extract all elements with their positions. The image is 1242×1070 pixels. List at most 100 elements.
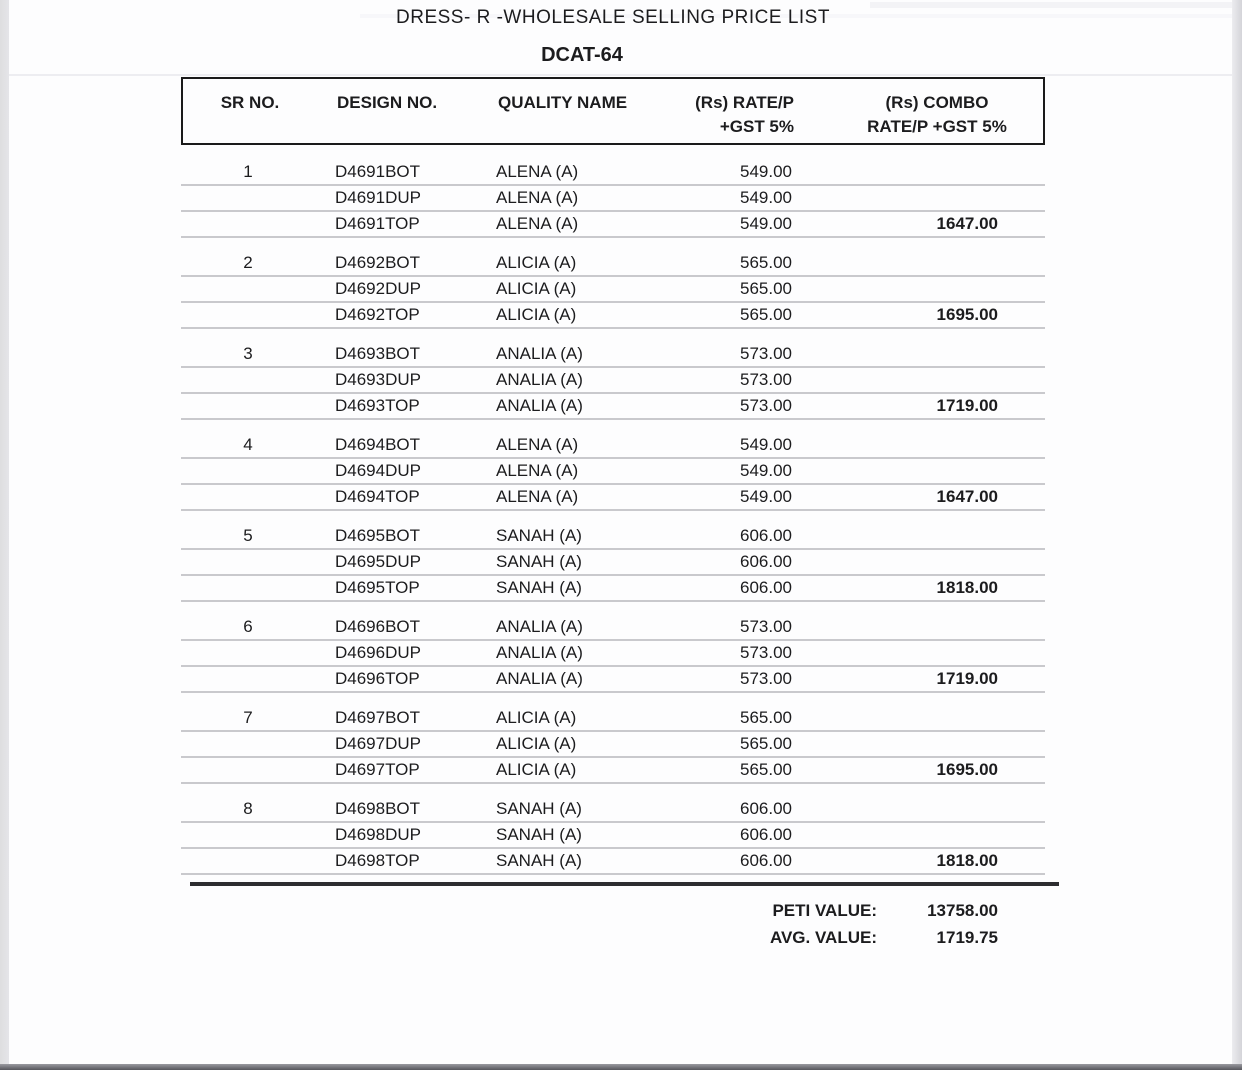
rate-cell: 565.00: [740, 279, 792, 298]
combo-rate-cell: [792, 186, 998, 210]
design-no-cell: D4691DUP: [335, 188, 421, 207]
rate-cell: 606.00: [740, 851, 792, 870]
quality-name-cell: ANALIA (A): [496, 370, 583, 389]
rate-cell: 606.00: [740, 526, 792, 545]
combo-rate-cell: 1695.00: [936, 760, 998, 779]
combo-rate-cell: [792, 524, 998, 548]
table-row: 8 D4698BOT SANAH (A) 606.00: [181, 797, 1045, 823]
design-no-cell: D4697DUP: [335, 734, 421, 753]
column-header-combo-line2: RATE/P +GST 5%: [867, 117, 1007, 136]
combo-rate-cell: [792, 277, 998, 301]
sr-no-cell: [181, 550, 315, 574]
quality-name-cell: ANALIA (A): [496, 669, 583, 688]
rate-cell: 573.00: [740, 617, 792, 636]
rate-cell: 549.00: [740, 162, 792, 181]
document-title: DRESS- R -WHOLESALE SELLING PRICE LIST: [396, 7, 830, 28]
table-row: D4693TOP ANALIA (A) 573.00 1719.00: [181, 394, 1045, 420]
photo-edge-left: [0, 0, 9, 1070]
rate-cell: 565.00: [740, 734, 792, 753]
quality-name-cell: ALICIA (A): [496, 708, 577, 727]
table-row: D4697TOP ALICIA (A) 565.00 1695.00: [181, 758, 1045, 784]
design-group-5: 5 D4695BOT SANAH (A) 606.00 D4695DUP SAN…: [181, 524, 1045, 602]
rate-cell: 565.00: [740, 253, 792, 272]
catalog-name: DCAT-64: [541, 44, 623, 66]
photo-streak: [0, 74, 1242, 76]
table-header: SR NO. DESIGN NO. QUALITY NAME (Rs) RATE…: [181, 77, 1045, 145]
column-header-rate: (Rs) RATE/P +GST 5%: [678, 91, 794, 143]
rate-cell: 549.00: [740, 487, 792, 506]
design-no-cell: D4692DUP: [335, 279, 421, 298]
rate-cell: 565.00: [740, 708, 792, 727]
avg-value-row: AVG. VALUE: 1719.75: [181, 924, 1045, 951]
sr-no-cell: [181, 641, 315, 665]
quality-name-cell: SANAH (A): [496, 578, 582, 597]
column-header-rate-line2: +GST 5%: [719, 117, 794, 136]
sr-no-cell: [181, 277, 315, 301]
quality-name-cell: ALICIA (A): [496, 734, 577, 753]
peti-value-amount: 13758.00: [927, 901, 998, 920]
quality-name-cell: ALENA (A): [496, 461, 579, 480]
design-group-2: 2 D4692BOT ALICIA (A) 565.00 D4692DUP AL…: [181, 251, 1045, 329]
photo-edge-right: [1232, 0, 1242, 1070]
summary-section: PETI VALUE: 13758.00 AVG. VALUE: 1719.75: [181, 897, 1045, 951]
table-row: D4692DUP ALICIA (A) 565.00: [181, 277, 1045, 303]
design-no-cell: D4691BOT: [335, 162, 421, 181]
design-no-cell: D4695TOP: [335, 578, 420, 597]
column-header-combo-line1: (Rs) COMBO: [885, 93, 989, 112]
combo-rate-cell: [792, 251, 998, 275]
design-no-cell: D4697TOP: [335, 760, 420, 779]
rate-cell: 573.00: [740, 643, 792, 662]
quality-name-cell: SANAH (A): [496, 552, 582, 571]
combo-rate-cell: [792, 823, 998, 847]
table-row: D4692TOP ALICIA (A) 565.00 1695.00: [181, 303, 1045, 329]
rate-cell: 573.00: [740, 396, 792, 415]
combo-rate-cell: [792, 160, 998, 184]
design-no-cell: D4692TOP: [335, 305, 420, 324]
column-header-combo: (Rs) COMBO RATE/P +GST 5%: [794, 91, 1044, 143]
table-row: D4694DUP ALENA (A) 549.00: [181, 459, 1045, 485]
sr-no-cell: [181, 459, 315, 483]
table-row: 4 D4694BOT ALENA (A) 549.00: [181, 433, 1045, 459]
quality-name-cell: ALICIA (A): [496, 253, 577, 272]
table-row: 2 D4692BOT ALICIA (A) 565.00: [181, 251, 1045, 277]
sr-no-cell: [181, 823, 315, 847]
design-group-8: 8 D4698BOT SANAH (A) 606.00 D4698DUP SAN…: [181, 797, 1045, 875]
rate-cell: 606.00: [740, 825, 792, 844]
quality-name-cell: SANAH (A): [496, 526, 582, 545]
combo-rate-cell: 1647.00: [936, 487, 998, 506]
rate-cell: 573.00: [740, 669, 792, 688]
sr-no-cell: [181, 368, 315, 392]
quality-name-cell: ALENA (A): [496, 487, 579, 506]
sr-no-cell: 8: [243, 799, 253, 818]
design-no-cell: D4695DUP: [335, 552, 421, 571]
quality-name-cell: ALICIA (A): [496, 305, 577, 324]
table-row: 3 D4693BOT ANALIA (A) 573.00: [181, 342, 1045, 368]
design-no-cell: D4692BOT: [335, 253, 421, 272]
rate-cell: 549.00: [740, 461, 792, 480]
design-no-cell: D4698TOP: [335, 851, 420, 870]
quality-name-cell: SANAH (A): [496, 799, 582, 818]
table-row: D4695DUP SANAH (A) 606.00: [181, 550, 1045, 576]
sr-no-cell: [181, 212, 315, 236]
avg-value-label: AVG. VALUE:: [769, 928, 877, 947]
sr-no-cell: [181, 303, 315, 327]
table-row: D4695TOP SANAH (A) 606.00 1818.00: [181, 576, 1045, 602]
sr-no-cell: [181, 485, 315, 509]
rate-cell: 573.00: [740, 370, 792, 389]
design-no-cell: D4693TOP: [335, 396, 420, 415]
column-header-design-no: DESIGN NO.: [337, 93, 438, 112]
design-no-cell: D4696TOP: [335, 669, 420, 688]
sr-no-cell: 6: [243, 617, 253, 636]
sr-no-cell: [181, 394, 315, 418]
sr-no-cell: [181, 849, 315, 873]
photo-streak: [360, 14, 1242, 18]
combo-rate-cell: 1647.00: [936, 214, 998, 233]
quality-name-cell: ANALIA (A): [496, 617, 583, 636]
peti-value-label: PETI VALUE:: [772, 901, 877, 920]
design-no-cell: D4694BOT: [335, 435, 421, 454]
combo-rate-cell: [792, 342, 998, 366]
quality-name-cell: ANALIA (A): [496, 643, 583, 662]
quality-name-cell: ALENA (A): [496, 162, 579, 181]
design-no-cell: D4691TOP: [335, 214, 420, 233]
